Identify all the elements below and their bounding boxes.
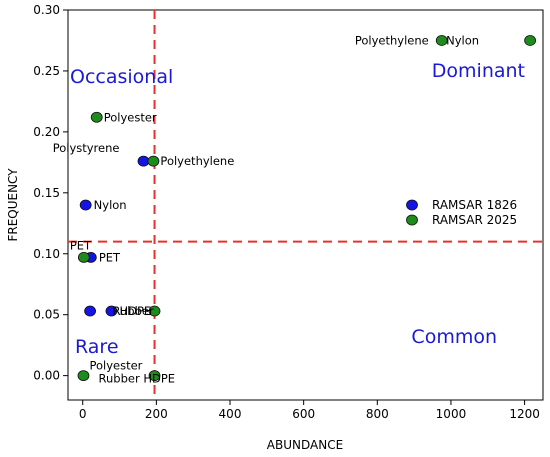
region-label-common: Common [411, 326, 497, 348]
x-tick-label: 1000 [436, 407, 467, 421]
point-label: Polyethylene [355, 33, 429, 47]
y-tick-label: 0.10 [33, 247, 60, 261]
y-tick-label: 0.15 [33, 186, 60, 200]
point-series-2 [148, 370, 161, 382]
plot-frame [67, 9, 544, 401]
x-tick-label: 600 [292, 407, 315, 421]
region-label-dominant: Dominant [432, 60, 525, 82]
x-tick-label: 800 [366, 407, 389, 421]
point-label: Rubber [113, 304, 154, 318]
point-series-1 [105, 305, 118, 317]
point-label: HDPE [119, 304, 151, 318]
legend-marker [406, 214, 418, 226]
point-series-2 [524, 35, 537, 46]
y-axis-ticks: 0.00 0.05 0.10 0.15 0.20 0.25 0.30 [33, 3, 68, 383]
point-series-2 [148, 305, 161, 317]
data-point-labels: Polystyrene Nylon PET HDPE Polyethylene Nylon… [53, 33, 479, 385]
point-series-2 [77, 252, 90, 263]
legend-label: RAMSAR 1826 [432, 198, 517, 212]
point-label: Nylon [446, 33, 479, 47]
y-tick-label: 0.05 [33, 308, 60, 322]
legend-label: RAMSAR 2025 [432, 213, 517, 227]
x-axis-title: ABUNDANCE [267, 438, 343, 452]
point-label: Polyethylene [160, 154, 234, 168]
x-axis-ticks: 0 200 400 600 800 1000 1200 [79, 400, 540, 421]
point-series-2 [77, 370, 90, 382]
point-series-2 [435, 35, 448, 46]
point-label: PET [99, 250, 121, 264]
y-tick-label: 0.20 [33, 125, 60, 139]
region-label-occasional: Occasional [70, 66, 173, 88]
point-label: Polyester [89, 359, 142, 373]
point-label: Polystyrene [53, 141, 120, 155]
region-label-rare: Rare [75, 336, 119, 358]
point-series-1 [137, 155, 150, 167]
legend-marker [406, 199, 418, 211]
x-tick-label: 1200 [509, 407, 540, 421]
x-tick-label: 0 [79, 407, 87, 421]
x-tick-label: 400 [219, 407, 242, 421]
point-series-1 [84, 305, 96, 317]
point-label: Rubber HDPE [99, 372, 176, 386]
y-tick-label: 0.25 [33, 64, 60, 78]
point-series-1 [79, 199, 92, 211]
point-label: Polyester [104, 110, 157, 124]
data-points [77, 35, 537, 382]
region-labels: Occasional Dominant Rare Common [70, 60, 525, 358]
point-series-2 [147, 155, 160, 167]
point-label: Nylon [94, 198, 127, 212]
y-tick-label: 0.00 [33, 369, 60, 383]
y-tick-label: 0.30 [33, 3, 60, 17]
point-series-2 [90, 111, 103, 123]
threshold-lines [68, 10, 543, 400]
point-label: PET [70, 238, 92, 252]
x-tick-label: 200 [145, 407, 168, 421]
y-axis-title: FREQUENCY [6, 168, 20, 242]
